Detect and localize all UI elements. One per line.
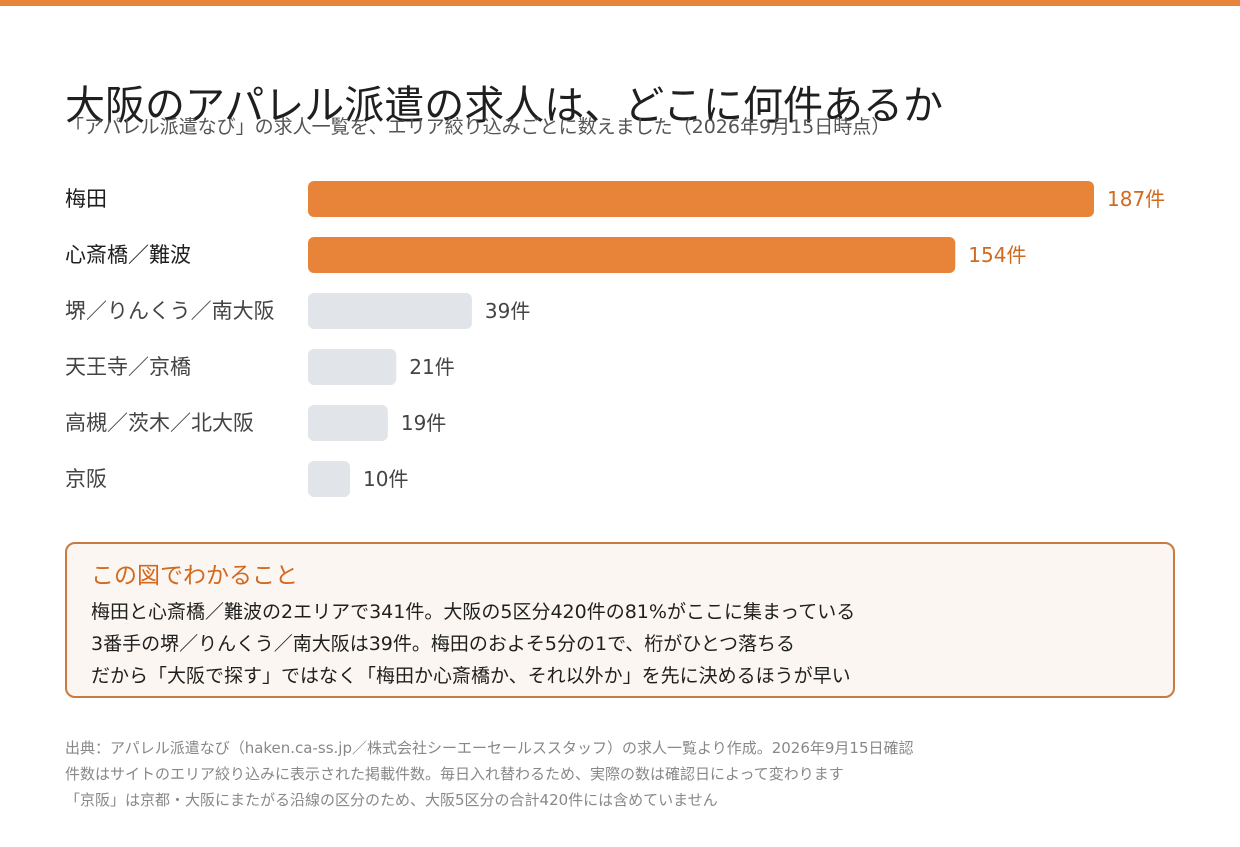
- page-title: 大阪のアパレル派遣の求人は、どこに何件あるか: [65, 82, 943, 129]
- footnote-source: 出典：アパレル派遣なび（haken.ca-ss.jp／株式会社シーエーセールスス…: [65, 739, 914, 757]
- value-label: 154件: [968, 243, 1026, 267]
- category-label: 京阪: [65, 467, 107, 491]
- category-label: 高槻／茨木／北大阪: [65, 411, 254, 435]
- insight-line: 梅田と心斎橋／難波の2エリアで341件。大阪の5区分420件の81%がここに集ま…: [91, 601, 856, 623]
- insight-line: 3番手の堺／りんくう／南大阪は39件。梅田のおよそ5分の1で、桁がひとつ落ちる: [91, 633, 795, 655]
- value-label: 21件: [409, 355, 454, 379]
- bar: [308, 461, 351, 497]
- bar: [308, 181, 1094, 217]
- insight-title: この図でわかること: [91, 563, 298, 589]
- category-label: 天王寺／京橋: [65, 355, 191, 379]
- category-label: 心斎橋／難波: [65, 243, 191, 267]
- page-subtitle: 「アパレル派遣なび」の求人一覧を、エリア絞り込みごとに数えました（2026年9月…: [65, 116, 891, 138]
- category-label: 梅田: [65, 187, 107, 211]
- footnote-method: 件数はサイトのエリア絞り込みに表示された掲載件数。毎日入れ替わるため、実際の数は…: [65, 765, 844, 783]
- bar: [308, 349, 397, 385]
- insight-box: この図でわかること 梅田と心斎橋／難波の2エリアで341件。大阪の5区分420件…: [65, 542, 1175, 698]
- bar: [308, 237, 956, 273]
- value-label: 10件: [363, 467, 408, 491]
- value-label: 19件: [401, 411, 446, 435]
- footnote-exclusion: 「京阪」は京都・大阪にまたがる沿線の区分のため、大阪5区分の合計420件には含め…: [65, 791, 718, 809]
- insight-list: 梅田と心斎橋／難波の2エリアで341件。大阪の5区分420件の81%がここに集ま…: [91, 596, 855, 692]
- value-label: 187件: [1107, 187, 1165, 211]
- insight-line: だから「大阪で探す」ではなく「梅田か心斎橋か、それ以外か」を先に決めるほうが早い: [91, 665, 851, 687]
- footnotes: 出典：アパレル派遣なび（haken.ca-ss.jp／株式会社シーエーセールスス…: [65, 735, 914, 813]
- category-label: 堺／りんくう／南大阪: [65, 299, 275, 323]
- bar: [308, 293, 472, 329]
- top-accent-bar: [0, 0, 1240, 6]
- bar: [308, 405, 388, 441]
- value-label: 39件: [485, 299, 530, 323]
